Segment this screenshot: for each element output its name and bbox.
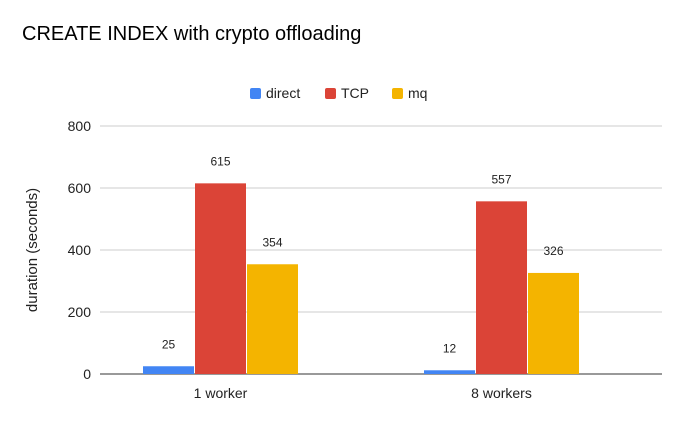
x-axis-ticks: 1 worker 8 workers <box>194 385 532 401</box>
x-tick-label: 1 worker <box>194 385 248 401</box>
legend-swatch-TCP <box>325 88 336 99</box>
data-label: 354 <box>262 235 282 249</box>
y-tick-label: 600 <box>68 180 92 196</box>
bar-TCP-1 <box>476 201 527 374</box>
legend-swatch-mq <box>392 88 403 99</box>
y-tick-label: 200 <box>68 304 92 320</box>
y-tick-label: 0 <box>83 366 91 382</box>
bar-mq-0 <box>247 264 298 374</box>
legend-swatch-direct <box>250 88 261 99</box>
data-label: 615 <box>210 154 230 168</box>
data-label: 25 <box>162 337 176 351</box>
y-tick-label: 800 <box>68 118 92 134</box>
data-label: 557 <box>491 172 511 186</box>
legend-label-direct: direct <box>266 85 300 101</box>
bars: 25 615 354 12 557 326 <box>143 154 579 374</box>
bar-direct-0 <box>143 366 194 374</box>
chart-title: CREATE INDEX with crypto offloading <box>22 23 361 45</box>
bar-direct-1 <box>424 370 475 374</box>
legend-label-TCP: TCP <box>341 85 369 101</box>
y-axis-label: duration (seconds) <box>24 188 41 312</box>
bar-mq-1 <box>528 272 579 374</box>
data-label: 12 <box>443 341 457 355</box>
y-axis-ticks: 0 200 400 600 800 <box>68 118 92 382</box>
x-tick-label: 8 workers <box>471 385 532 401</box>
y-tick-label: 400 <box>68 242 92 258</box>
legend-label-mq: mq <box>408 85 427 101</box>
data-label: 326 <box>543 244 563 258</box>
legend: direct TCP mq <box>250 85 427 101</box>
bar-TCP-0 <box>195 183 246 374</box>
